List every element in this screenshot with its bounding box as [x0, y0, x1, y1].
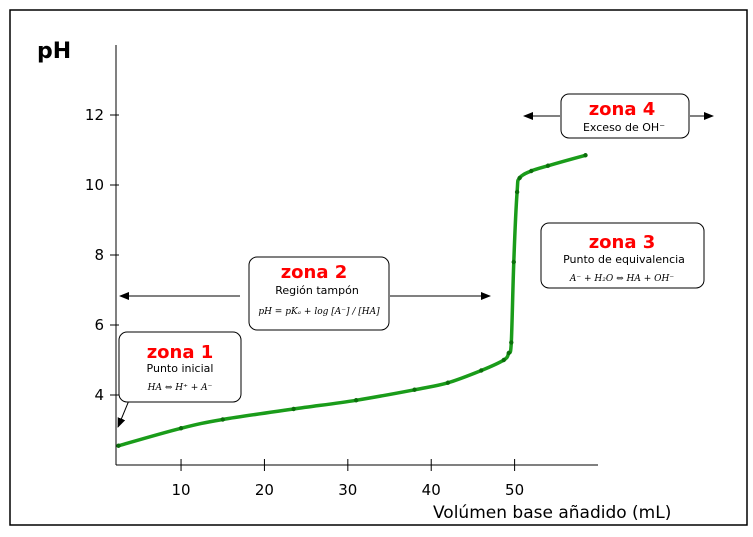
x-axis-title: Volúmen base añadido (mL)	[433, 503, 671, 523]
zona3-annotation: zona 3 Punto de equivalencia A⁻ + H₂O ⇔ …	[540, 222, 705, 289]
data-point	[445, 380, 451, 385]
data-point	[506, 350, 511, 356]
zona1-title: zona 1	[147, 342, 214, 363]
data-point	[353, 398, 359, 403]
data-point	[291, 406, 296, 412]
zona4-annotation: zona 4 Exceso de OH⁻	[560, 93, 690, 139]
x-tick-label: 40	[422, 481, 441, 499]
x-tick-label: 50	[505, 481, 524, 499]
data-point	[517, 175, 522, 181]
zona3-equation: A⁻ + H₂O ⇔ HA + OH⁻	[569, 274, 674, 284]
data-point	[514, 189, 520, 195]
data-point	[511, 259, 516, 265]
y-tick-label: 12	[85, 106, 104, 124]
data-point	[545, 163, 551, 168]
data-point	[178, 426, 184, 431]
zona1-box	[118, 331, 242, 403]
data-point	[583, 153, 588, 158]
curve-points	[116, 153, 588, 448]
zona2-box	[248, 256, 390, 331]
zona1-subtitle: Punto inicial	[147, 362, 214, 375]
data-point	[529, 168, 534, 174]
x-ticks: 10 20 30 40 50	[171, 459, 524, 499]
zona3-subtitle: Punto de equivalencia	[563, 253, 685, 266]
data-point	[479, 368, 484, 373]
x-tick-label: 30	[338, 481, 357, 499]
zona3-title: zona 3	[589, 232, 656, 253]
y-axis-title: pH	[37, 39, 71, 64]
zona2-subtitle: Región tampón	[275, 284, 359, 297]
y-tick-label: 4	[94, 386, 104, 404]
data-point	[412, 387, 417, 392]
y-tick-label: 10	[85, 176, 104, 194]
y-tick-label: 6	[94, 316, 104, 334]
data-point	[220, 417, 225, 422]
zona1-pointer-arrow	[117, 397, 131, 428]
data-point	[509, 340, 514, 345]
data-point	[501, 357, 506, 363]
zona4-title: zona 4	[589, 99, 656, 120]
x-tick-label: 10	[171, 481, 190, 499]
y-ticks: 4 6 8 10 12	[85, 106, 119, 404]
zona2-equation: pH = pKₐ + log [A⁻] / [HA]	[258, 307, 380, 317]
zona4-box	[560, 93, 690, 139]
zona1-annotation: zona 1 Punto inicial HA ⇔ H⁺ + A⁻	[118, 331, 242, 403]
y-tick-label: 8	[94, 246, 104, 264]
zona1-equation: HA ⇔ H⁺ + A⁻	[147, 383, 213, 393]
data-point	[116, 443, 121, 448]
zona4-subtitle: Exceso de OH⁻	[583, 121, 665, 134]
x-tick-label: 20	[255, 481, 274, 499]
chart-frame	[9, 9, 748, 526]
zona2-title: zona 2	[281, 262, 348, 283]
zona2-annotation: zona 2 Región tampón pH = pKₐ + log [A⁻]…	[248, 256, 390, 331]
zona3-box	[540, 222, 705, 289]
